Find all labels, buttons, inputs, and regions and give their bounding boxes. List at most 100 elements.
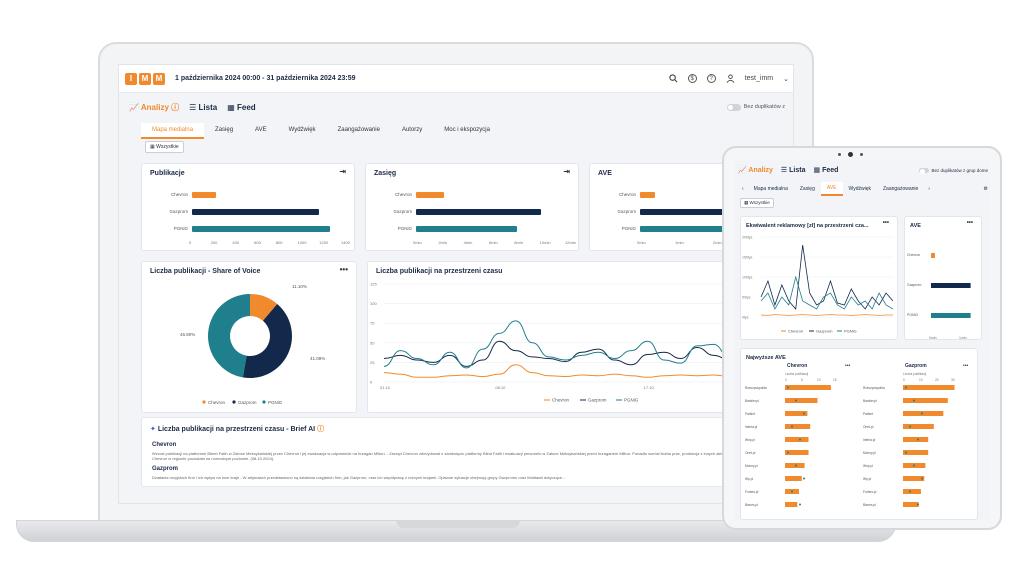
bar[interactable] — [416, 192, 444, 198]
legend-marker — [202, 400, 206, 404]
toggle-switch[interactable] — [919, 167, 930, 174]
tick-label: 0 — [785, 378, 787, 382]
sub-chart-title: Gazprom — [905, 363, 927, 369]
source-label: Interia.pl — [863, 438, 876, 442]
source-label: Rzeczpospolita — [863, 386, 885, 390]
date-range[interactable]: 1 października 2024 00:00 - 31 październ… — [175, 75, 356, 82]
tab-ave[interactable]: AVE — [820, 182, 843, 196]
card-title: AVE — [910, 223, 921, 229]
slice-label: 41.08% — [310, 356, 325, 361]
ekwiwalent-chart: 200tys. 150tys. 100tys. 50tys. 0tys. Chevron G… — [742, 236, 894, 334]
bar[interactable] — [640, 192, 656, 198]
data-point — [803, 477, 805, 480]
help-icon[interactable]: ? — [706, 74, 716, 83]
view-analizy[interactable]: 📈 Analizy ⓘ — [129, 102, 180, 112]
legend-label: Chevron — [788, 329, 803, 334]
tab-next-icon[interactable]: › — [928, 186, 930, 192]
expand-icon[interactable]: ⇥ — [563, 167, 570, 176]
card-title: Najwyższe AVE — [746, 355, 786, 361]
more-icon[interactable]: ••• — [339, 265, 348, 274]
bar — [931, 283, 971, 288]
bar[interactable] — [192, 226, 330, 232]
view-lista[interactable]: ☰ Lista — [780, 167, 806, 174]
user-icon[interactable] — [726, 74, 735, 83]
card-title: Ekwiwalent reklamowy [zł] na przestrzeni… — [746, 223, 869, 229]
legend-label: Chevron — [552, 398, 570, 403]
info-icon[interactable]: ⓘ — [317, 426, 325, 433]
bar[interactable] — [640, 226, 792, 232]
settings-icon[interactable]: ⚙ — [983, 186, 988, 192]
publikacje-card: Publikacje ⇥ Chevron Gazprom PGNiG 0 200 400 6… — [141, 163, 355, 251]
user-name[interactable]: test_imm — [744, 75, 774, 82]
tab-moc-i-ekspozycja[interactable]: Moc i ekspozycja — [444, 127, 490, 133]
y-tick-label: 50tys. — [742, 296, 751, 300]
tick-label: 2mln — [438, 240, 447, 245]
card-title: Liczba publikacji na przestrzeni czasu — [376, 268, 503, 275]
brief-ai-card: ✦ Liczba publikacji na przestrzeni czasu… — [141, 417, 793, 487]
filter-all-button[interactable]: ▦ Wszystkie — [145, 141, 184, 153]
category-label: PGNiG — [621, 226, 636, 231]
ekwiwalent-card: Ekwiwalent reklamowy [zł] na przestrzeni… — [740, 216, 898, 340]
tab-autorzy[interactable]: Autorzy — [401, 127, 423, 133]
tab-zasieg[interactable]: Zasięg — [215, 127, 234, 133]
more-icon[interactable]: ••• — [882, 220, 889, 226]
category-label: PGNiG — [173, 226, 188, 231]
data-point — [791, 490, 793, 493]
tab-zasieg[interactable]: Zasięg — [799, 186, 815, 192]
currency-icon[interactable]: $ — [687, 74, 697, 83]
bar[interactable] — [192, 192, 216, 198]
view-lista[interactable]: ☰ Lista — [189, 102, 218, 112]
tab-mapa-medialna[interactable]: Mapa medialna — [141, 123, 205, 139]
bar[interactable] — [416, 226, 518, 232]
more-icon[interactable]: ••• — [966, 220, 973, 226]
view-feed[interactable]: ▦ Feed — [227, 102, 256, 112]
tab-wydzwiek[interactable]: Wydźwięk — [848, 186, 871, 192]
tick-label: 1mln — [675, 240, 684, 245]
imm-logo[interactable]: I M M — [125, 72, 165, 85]
view-analizy[interactable]: 📈 Analizy — [738, 167, 773, 174]
tick-label: 0mln — [413, 240, 422, 245]
tab-zaangazowanie[interactable]: Zaangażowanie — [882, 186, 919, 192]
filter-all-button[interactable]: ▦ Wszystkie — [740, 198, 774, 208]
tick-label: 30 — [951, 378, 955, 382]
source-label: Parkiet — [863, 412, 873, 416]
category-label: Gazprom — [169, 209, 188, 214]
bar — [931, 253, 935, 258]
tab-prev-icon[interactable]: ‹ — [742, 186, 744, 192]
tick-label: 10 — [919, 378, 923, 382]
bar — [903, 398, 948, 403]
legend-label: PGNiG — [268, 400, 283, 405]
data-point — [909, 425, 911, 428]
legend-label: PGNiG — [624, 398, 639, 403]
tab-wydzwiek[interactable]: Wydźwięk — [288, 127, 316, 133]
toggle-switch[interactable] — [726, 103, 741, 111]
expand-icon[interactable]: ⇥ — [339, 167, 346, 176]
category-label: Chevron — [907, 253, 920, 257]
sov-card: Liczba publikacji - Share of Voice ••• 1… — [141, 261, 357, 413]
y-tick-label: 150tys. — [742, 256, 753, 260]
legend-label: Gazprom — [238, 400, 257, 405]
tab-ave[interactable]: AVE — [255, 127, 267, 133]
bar — [903, 437, 929, 442]
najwyzsze-ave-card: Najwyższe AVE Chevron ••• Liczba publikacj… — [740, 348, 978, 520]
bar[interactable] — [192, 209, 320, 215]
tick-label: 10mln — [539, 240, 551, 245]
tablet-ave-chart: Chevron Gazprom PGNiG 0mln 1mln — [907, 253, 971, 340]
legend-label: Gazprom — [588, 398, 607, 403]
legend-label: Chevron — [208, 400, 226, 405]
laptop-notch — [396, 520, 520, 528]
view-feed[interactable]: ▦ Feed — [813, 167, 839, 174]
duplicates-toggle[interactable]: Bez duplikatów z grup dome — [919, 167, 988, 174]
bar[interactable] — [640, 209, 792, 215]
bar — [785, 450, 809, 455]
axis-label: Liczba publikacji — [785, 372, 809, 376]
duplicates-toggle[interactable]: Bez duplikatów z — [726, 103, 785, 111]
x-tick-label: 01.10 — [380, 385, 391, 390]
chevron-down-icon[interactable]: ⌄ — [783, 75, 789, 83]
bar[interactable] — [416, 209, 542, 215]
slice-label: 11.10% — [292, 284, 307, 289]
tab-zaangazowanie[interactable]: Zaangażowanie — [337, 127, 380, 133]
search-icon[interactable] — [669, 74, 678, 83]
tab-mapa-medialna[interactable]: Mapa medialna — [753, 186, 788, 192]
pie-slice — [242, 304, 292, 378]
